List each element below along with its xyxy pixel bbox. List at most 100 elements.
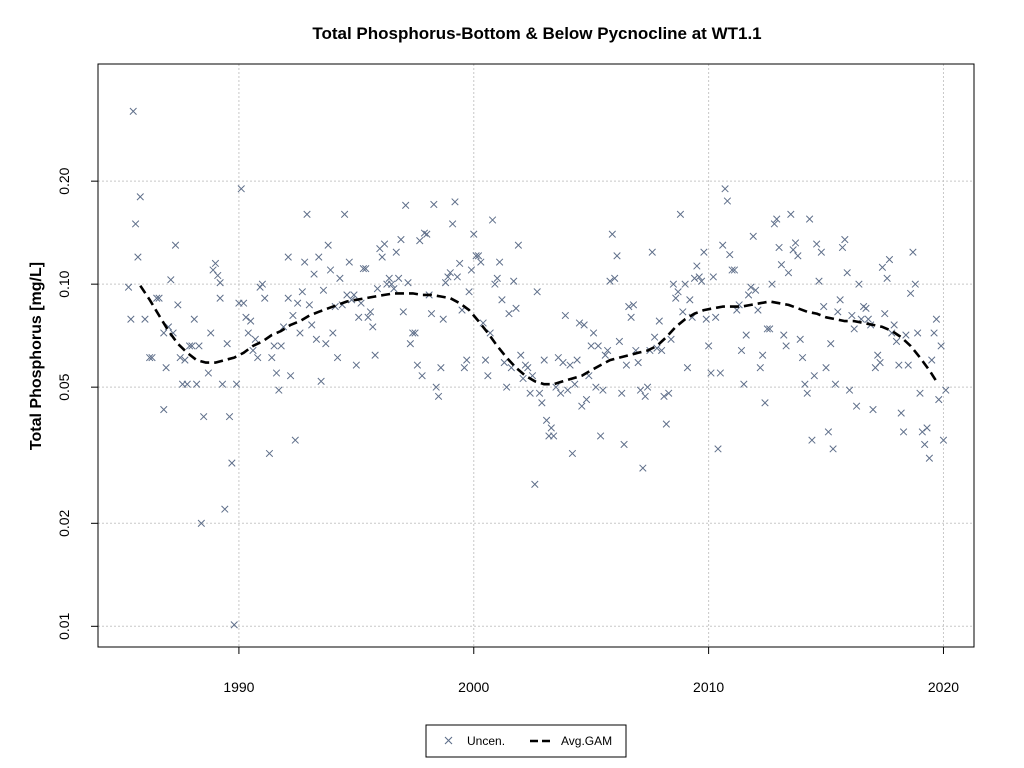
data-point	[686, 296, 694, 304]
data-point	[420, 229, 429, 237]
data-point	[547, 424, 555, 432]
data-point	[669, 280, 678, 288]
plot-area-frame	[97, 63, 975, 648]
data-point	[808, 436, 816, 444]
data-point	[587, 342, 595, 350]
data-point	[815, 277, 823, 285]
data-point	[284, 294, 292, 302]
data-point	[561, 311, 570, 320]
data-point	[709, 273, 717, 281]
data-point	[493, 274, 501, 282]
data-point	[498, 296, 506, 304]
data-point	[937, 342, 945, 350]
data-point	[378, 253, 386, 261]
data-point	[204, 369, 213, 377]
data-point	[350, 291, 358, 299]
data-point	[486, 329, 494, 337]
data-point	[326, 266, 335, 274]
data-point	[399, 308, 407, 316]
data-point	[768, 280, 776, 288]
data-point	[181, 356, 189, 364]
data-point	[542, 416, 551, 424]
data-point	[491, 280, 499, 288]
y-tick-label: 0.20	[56, 167, 72, 194]
data-point	[430, 200, 438, 209]
data-point	[622, 361, 631, 369]
data-point	[777, 261, 786, 269]
legend-label: Uncen.	[467, 734, 505, 748]
data-point	[801, 380, 809, 388]
data-point	[876, 358, 884, 367]
data-point	[265, 449, 274, 458]
data-point	[322, 340, 330, 348]
data-point	[362, 264, 370, 273]
gridlines	[98, 64, 974, 647]
data-point	[495, 258, 504, 266]
legend-marker-cross-icon	[444, 736, 453, 745]
data-point	[862, 304, 870, 312]
data-point	[519, 374, 527, 383]
data-point	[803, 389, 811, 397]
data-point	[369, 323, 377, 331]
data-point	[232, 380, 241, 388]
data-point	[601, 351, 609, 359]
y-tick-label: 0.10	[56, 270, 72, 297]
data-point	[303, 210, 311, 218]
data-point	[418, 372, 426, 380]
data-point	[366, 308, 375, 316]
data-point	[742, 331, 750, 339]
data-point	[923, 424, 931, 432]
y-axis-label: Total Phosphorus [mg/L]	[28, 262, 45, 450]
data-point	[336, 274, 344, 282]
data-point	[242, 313, 250, 321]
data-point	[185, 342, 194, 350]
data-point	[308, 321, 316, 329]
data-point	[409, 329, 417, 337]
data-point	[672, 294, 680, 302]
data-point	[723, 197, 732, 205]
data-point	[129, 107, 137, 115]
data-point	[423, 230, 431, 238]
data-point	[643, 383, 652, 391]
data-point	[573, 356, 581, 364]
data-point	[874, 351, 882, 359]
data-point	[892, 337, 901, 346]
data-point	[359, 264, 368, 273]
data-point	[794, 252, 802, 260]
data-point	[690, 274, 699, 282]
data-point	[916, 389, 924, 397]
data-point	[439, 315, 447, 323]
data-point	[312, 335, 321, 343]
data-point	[268, 353, 276, 362]
data-point	[881, 309, 889, 318]
data-point	[564, 386, 572, 394]
data-point	[557, 389, 565, 397]
data-point	[902, 331, 910, 339]
data-point	[838, 243, 847, 252]
data-point	[925, 454, 934, 462]
data-point	[571, 380, 579, 388]
data-point	[301, 258, 309, 266]
data-point	[394, 274, 403, 282]
data-point	[716, 369, 725, 377]
data-point	[153, 294, 161, 302]
data-point	[441, 279, 450, 287]
data-point	[683, 364, 692, 372]
data-point	[869, 405, 877, 414]
data-point	[665, 389, 673, 397]
data-point	[754, 306, 762, 314]
data-point	[611, 274, 619, 282]
data-point	[730, 266, 739, 274]
data-point	[305, 301, 314, 309]
data-point	[216, 294, 224, 302]
series-uncen	[124, 107, 950, 629]
data-point	[606, 277, 614, 285]
x-tick-label: 2020	[928, 679, 959, 695]
data-point	[324, 241, 332, 249]
data-point	[615, 337, 624, 346]
data-point	[296, 329, 304, 337]
data-point	[850, 325, 858, 333]
data-point	[261, 294, 269, 302]
data-point	[444, 273, 452, 281]
data-point	[770, 220, 779, 228]
